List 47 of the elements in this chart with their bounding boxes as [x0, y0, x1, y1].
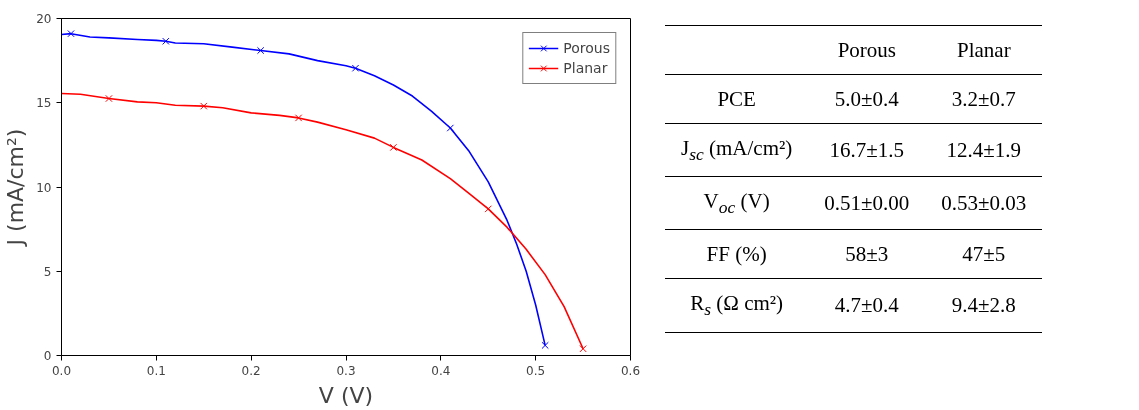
x-tick-label: 0.1	[146, 363, 166, 378]
point	[541, 341, 549, 350]
y-axis-title: J (mA/cm²)	[3, 128, 29, 248]
category-label: Planar	[925, 25, 1043, 75]
x-tick-label: 0.6	[620, 363, 641, 378]
y-tick-label: 0	[43, 349, 52, 363]
point	[351, 64, 360, 72]
category-label: R$_{s}$ (Ω cm²)	[690, 291, 784, 320]
text: 16.7±1.5	[829, 138, 905, 163]
line-series	[61, 92, 584, 350]
x-tick-label: 0.5	[526, 363, 546, 378]
text: 5.0±0.4	[834, 87, 899, 111]
category-label: PCE	[717, 87, 756, 111]
x-tick-label: 0.0	[51, 363, 72, 378]
text: 4.7±0.4	[834, 293, 899, 318]
line-series	[61, 32, 546, 347]
x-tick-label: 0.4	[431, 363, 451, 378]
text: 58±3	[845, 242, 889, 267]
point	[256, 46, 265, 55]
legend-label: Planar	[563, 60, 608, 76]
point	[294, 114, 303, 122]
y-tick-label: 20	[36, 12, 52, 26]
point	[162, 37, 170, 45]
category-label: Porous	[808, 25, 926, 75]
text: 12.4±1.9	[946, 138, 1022, 163]
y-tick-label: 5	[43, 264, 52, 279]
text: 3.2±0.7	[951, 87, 1016, 111]
legend-label: Porous	[563, 40, 610, 56]
category-label: V$_{oc}$ (V)	[703, 189, 770, 218]
text: 47±5	[962, 242, 1006, 267]
x-tick-label: 0.2	[241, 363, 261, 378]
text: 9.4±2.8	[951, 293, 1016, 318]
point	[105, 94, 113, 103]
point	[389, 143, 398, 152]
y-tick-label: 10	[36, 180, 52, 195]
category-label: J$_{sc}$ (mA/cm²)	[681, 136, 793, 165]
point	[484, 205, 492, 213]
text: 0.51±0.00	[824, 191, 910, 216]
x-axis-title: V (V)	[318, 382, 374, 408]
point	[446, 124, 454, 132]
y-tick-label: 15	[36, 96, 52, 111]
point	[67, 29, 75, 38]
x-tick-label: 0.3	[336, 363, 356, 378]
category-label: FF (%)	[706, 242, 767, 267]
text: 0.53±0.03	[941, 191, 1027, 216]
point	[579, 345, 587, 353]
point	[200, 102, 208, 110]
